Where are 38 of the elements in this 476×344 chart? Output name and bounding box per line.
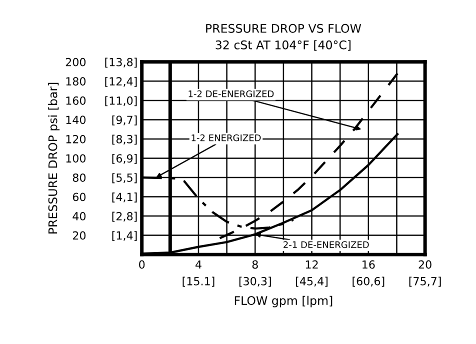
y-tick-label: 180 bbox=[66, 77, 86, 86]
x-tick-label: 20 bbox=[418, 260, 432, 269]
y-tick-label: 140 bbox=[66, 116, 86, 124]
y2-tick-label: [4,1] bbox=[112, 192, 137, 202]
x2-tick-label: [75,7] bbox=[409, 276, 441, 287]
chart-subtitle: 32 cSt AT 104°F [40°C] bbox=[216, 40, 351, 51]
y2-tick-label: [8,3] bbox=[112, 134, 137, 145]
x2-tick-label: [15.1] bbox=[182, 276, 214, 287]
annotation: 1-2 DE-ENERGIZED bbox=[188, 90, 274, 98]
y-axis-title: PRESSURE DROP psi [bar] bbox=[48, 82, 60, 234]
x-tick-label: 4 bbox=[196, 260, 202, 269]
y2-tick-label: [11,0] bbox=[105, 96, 137, 106]
annotation: 2-1 DE-ENERGIZED bbox=[284, 241, 369, 248]
y-tick-label: 200 bbox=[66, 58, 86, 66]
x-tick-label: 12 bbox=[306, 260, 318, 269]
x-tick-label: 8 bbox=[252, 260, 258, 269]
y2-tick-label: [13,8] bbox=[105, 58, 137, 68]
annotation: 1-2 ENERGIZED bbox=[192, 134, 261, 142]
y-tick-label: 60 bbox=[72, 192, 86, 202]
y-tick-label: 120 bbox=[66, 134, 86, 144]
y2-tick-label: [9,7] bbox=[112, 115, 137, 126]
x2-tick-label: [30,3] bbox=[239, 276, 271, 287]
x-tick-label: 0 bbox=[139, 260, 145, 269]
y2-tick-label: [1,4] bbox=[112, 231, 137, 241]
y-tick-label: 100 bbox=[66, 154, 86, 163]
y-tick-label: 20 bbox=[72, 231, 86, 240]
x-tick-label: 16 bbox=[362, 260, 375, 269]
y-tick-label: 40 bbox=[72, 212, 86, 220]
y2-tick-label: [5,5] bbox=[112, 173, 137, 184]
y2-tick-label: [2,8] bbox=[112, 212, 137, 222]
y2-tick-label: [12,4] bbox=[105, 76, 137, 87]
x-axis-title: FLOW gpm [lpm] bbox=[234, 296, 332, 308]
x2-tick-label: [60,6] bbox=[352, 276, 384, 287]
chart-title: PRESSURE DROP VS FLOW bbox=[206, 24, 362, 33]
y-tick-label: 80 bbox=[72, 173, 86, 182]
y-tick-label: 160 bbox=[66, 96, 86, 105]
x2-tick-label: [45,4] bbox=[296, 276, 328, 287]
y2-tick-label: [6,9] bbox=[112, 154, 137, 164]
